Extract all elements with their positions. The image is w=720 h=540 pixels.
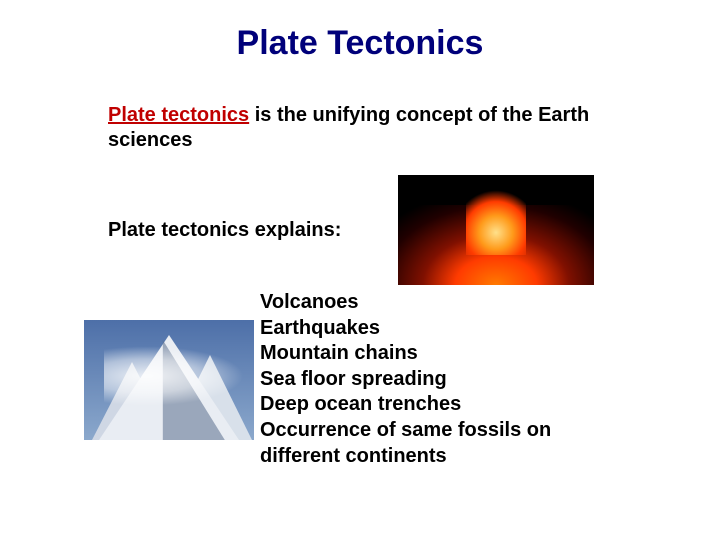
list-item: Mountain chains (260, 341, 620, 367)
intro-paragraph: Plate tectonics is the unifying concept … (108, 103, 608, 153)
slide-title: Plate Tectonics (0, 24, 720, 63)
mountain-image (84, 320, 254, 440)
volcano-image (398, 175, 594, 285)
list-item: Occurrence of same fossils on different … (260, 418, 620, 469)
explains-list: Volcanoes Earthquakes Mountain chains Se… (260, 290, 620, 469)
list-item: Sea floor spreading (260, 367, 620, 393)
list-item: Volcanoes (260, 290, 620, 316)
list-item: Deep ocean trenches (260, 392, 620, 418)
intro-highlight: Plate tectonics (108, 104, 249, 126)
list-item: Earthquakes (260, 316, 620, 342)
explains-heading: Plate tectonics explains: (108, 219, 341, 242)
